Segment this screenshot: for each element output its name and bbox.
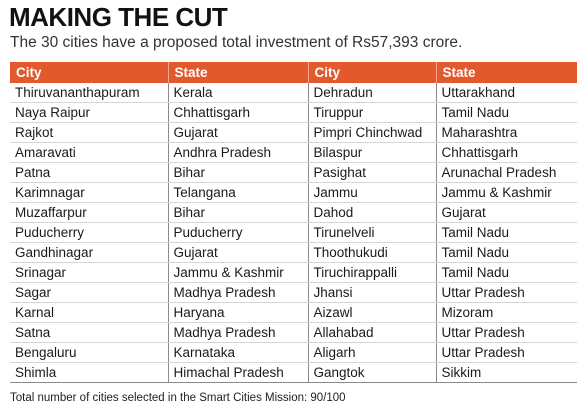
- page-subtitle: The 30 cities have a proposed total inve…: [10, 34, 463, 51]
- table-header: City State City State: [10, 62, 577, 83]
- state-cell: Andhra Pradesh: [167, 142, 308, 163]
- city-cell: Gandhinagar: [10, 242, 168, 263]
- city-cell: Pimpri Chinchwad: [307, 122, 436, 143]
- city-cell: Bilaspur: [307, 142, 436, 163]
- table-row: Gandhinagar Gujarat Thoothukudi Tamil Nadu: [10, 242, 577, 263]
- table-row: Karnal Haryana Aizawl Mizoram: [10, 302, 577, 323]
- city-cell: Satna: [10, 322, 168, 343]
- state-cell: Bihar: [167, 202, 308, 223]
- state-cell: Chhattisgarh: [167, 102, 308, 123]
- city-cell: Gangtok: [307, 362, 436, 383]
- state-cell: Uttar Pradesh: [435, 282, 577, 303]
- column-header-city: City: [10, 62, 168, 83]
- city-cell: Bengaluru: [10, 342, 168, 363]
- state-cell: Maharashtra: [435, 122, 577, 143]
- table-body: Thiruvananthapuram Kerala Dehradun Uttarakh…: [10, 83, 577, 383]
- city-cell: Tirunelveli: [307, 222, 436, 243]
- table-row: Karimnagar Telangana Jammu Jammu & Kashmir: [10, 182, 577, 203]
- city-cell: Jhansi: [307, 282, 436, 303]
- column-header-state: State: [435, 62, 577, 83]
- state-cell: Madhya Pradesh: [167, 322, 308, 343]
- table-row: Satna Madhya Pradesh Allahabad Uttar Prades…: [10, 322, 577, 343]
- city-cell: Aizawl: [307, 302, 436, 323]
- city-cell: Puducherry: [10, 222, 168, 243]
- state-cell: Bihar: [167, 162, 308, 183]
- footer-note: Total number of cities selected in the S…: [10, 392, 346, 404]
- city-cell: Tiruppur: [307, 102, 436, 123]
- state-cell: Kerala: [167, 83, 308, 103]
- table-row: Naya Raipur Chhattisgarh Tiruppur Tamil Nad…: [10, 102, 577, 123]
- state-cell: Haryana: [167, 302, 308, 323]
- table-row: Bengaluru Karnataka Aligarh Uttar Pradesh: [10, 342, 577, 363]
- state-cell: Gujarat: [167, 122, 308, 143]
- city-cell: Allahabad: [307, 322, 436, 343]
- column-header-city: City: [307, 62, 436, 83]
- state-cell: Puducherry: [167, 222, 308, 243]
- table-row: Sagar Madhya Pradesh Jhansi Uttar Pradesh: [10, 282, 577, 303]
- state-cell: Karnataka: [167, 342, 308, 363]
- table-row: Puducherry Puducherry Tirunelveli Tamil Nad…: [10, 222, 577, 243]
- city-cell: Karimnagar: [10, 182, 168, 203]
- city-cell: Naya Raipur: [10, 102, 168, 123]
- city-cell: Thoothukudi: [307, 242, 436, 263]
- city-cell: Rajkot: [10, 122, 168, 143]
- state-cell: Jammu & Kashmir: [435, 182, 577, 203]
- state-cell: Telangana: [167, 182, 308, 203]
- city-cell: Tiruchirappalli: [307, 262, 436, 283]
- state-cell: Uttarakhand: [435, 83, 577, 103]
- state-cell: Jammu & Kashmir: [167, 262, 308, 283]
- table-row: Srinagar Jammu & Kashmir Tiruchirappalli Ta…: [10, 262, 577, 283]
- state-cell: Sikkim: [435, 362, 577, 383]
- table-row: Patna Bihar Pasighat Arunachal Pradesh: [10, 162, 577, 183]
- cities-table: City State City State Thiruvananthapuram Ker…: [10, 62, 577, 383]
- city-cell: Pasighat: [307, 162, 436, 183]
- state-cell: Tamil Nadu: [435, 242, 577, 263]
- city-cell: Patna: [10, 162, 168, 183]
- city-cell: Thiruvananthapuram: [10, 83, 168, 103]
- state-cell: Uttar Pradesh: [435, 342, 577, 363]
- table-row: Amaravati Andhra Pradesh Bilaspur Chhattisg…: [10, 142, 577, 163]
- table-row: Rajkot Gujarat Pimpri Chinchwad Maharashtra: [10, 122, 577, 143]
- city-cell: Karnal: [10, 302, 168, 323]
- column-header-state: State: [167, 62, 308, 83]
- city-cell: Dehradun: [307, 83, 436, 103]
- state-cell: Uttar Pradesh: [435, 322, 577, 343]
- state-cell: Arunachal Pradesh: [435, 162, 577, 183]
- city-cell: Muzaffarpur: [10, 202, 168, 223]
- table-row: Shimla Himachal Pradesh Gangtok Sikkim: [10, 362, 577, 383]
- state-cell: Chhattisgarh: [435, 142, 577, 163]
- state-cell: Tamil Nadu: [435, 262, 577, 283]
- city-cell: Dahod: [307, 202, 436, 223]
- state-cell: Tamil Nadu: [435, 102, 577, 123]
- city-cell: Srinagar: [10, 262, 168, 283]
- city-cell: Jammu: [307, 182, 436, 203]
- state-cell: Gujarat: [167, 242, 308, 263]
- state-cell: Himachal Pradesh: [167, 362, 308, 383]
- table-row: Thiruvananthapuram Kerala Dehradun Uttarakh…: [10, 83, 577, 103]
- state-cell: Madhya Pradesh: [167, 282, 308, 303]
- city-cell: Aligarh: [307, 342, 436, 363]
- city-cell: Amaravati: [10, 142, 168, 163]
- header-row: City State City State: [10, 62, 577, 83]
- city-cell: Sagar: [10, 282, 168, 303]
- page-title: MAKING THE CUT: [9, 2, 228, 32]
- table-row: Muzaffarpur Bihar Dahod Gujarat: [10, 202, 577, 223]
- state-cell: Gujarat: [435, 202, 577, 223]
- state-cell: Mizoram: [435, 302, 577, 323]
- state-cell: Tamil Nadu: [435, 222, 577, 243]
- city-cell: Shimla: [10, 362, 168, 383]
